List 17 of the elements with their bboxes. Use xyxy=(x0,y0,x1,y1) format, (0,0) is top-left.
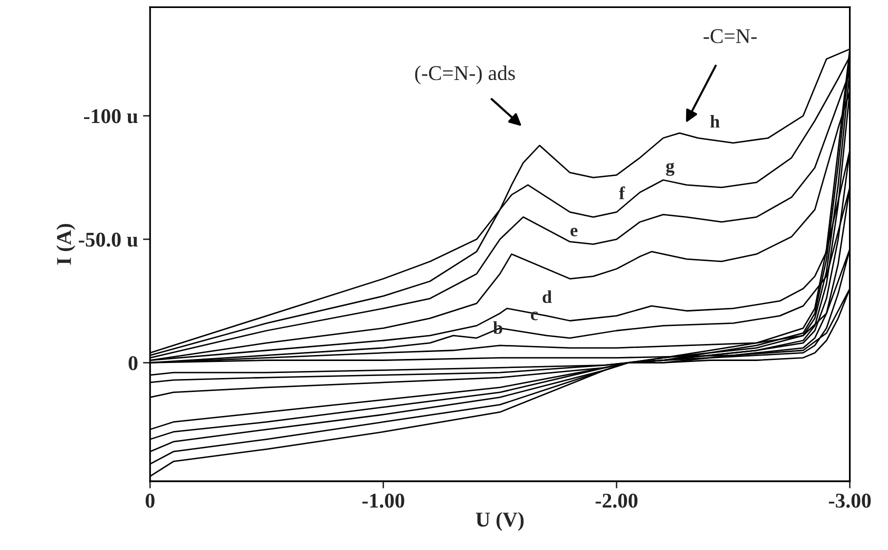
x-axis-title: U (V) xyxy=(476,512,524,531)
x-tick-label: -3.00 xyxy=(828,494,871,508)
x-tick-label: 0 xyxy=(146,494,154,508)
annotation: c xyxy=(530,312,538,320)
y-axis-title: I (A) xyxy=(56,224,76,265)
annotation: -C=N- xyxy=(704,29,757,44)
x-tick-label: -2.00 xyxy=(596,494,638,508)
annotation: f xyxy=(619,186,626,200)
y-tick-label: -100 u xyxy=(84,109,138,124)
annotation: (-C=N-) ads xyxy=(415,66,515,84)
y-tick-label: -50.0 u xyxy=(78,232,138,247)
annotation: d xyxy=(542,290,552,304)
y-tick-label: 0 xyxy=(128,356,138,370)
annotation: e xyxy=(570,228,578,236)
x-tick-label: -1.00 xyxy=(362,494,404,508)
annotation: g xyxy=(666,162,674,176)
annotation: h xyxy=(710,115,720,128)
